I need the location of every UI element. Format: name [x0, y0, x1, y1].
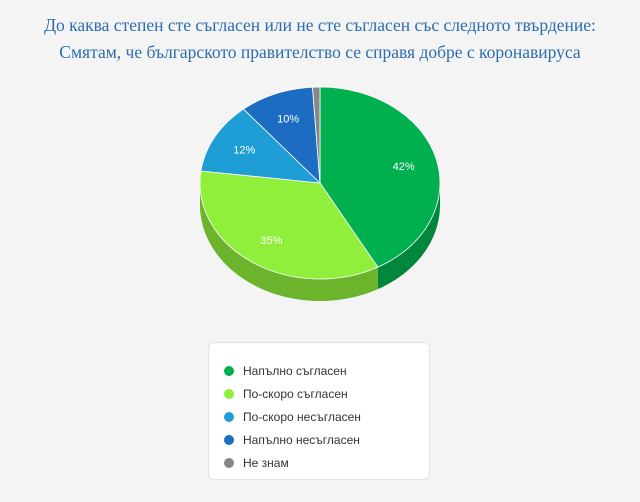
legend-label: По-скоро несъгласен: [243, 409, 361, 424]
legend-label: По-скоро съгласен: [243, 386, 348, 401]
pie-data-label: 12%: [233, 145, 255, 157]
legend-item[interactable]: Напълно несъгласен: [209, 429, 429, 452]
pie-data-label: 35%: [260, 235, 282, 247]
pie-slice: [200, 108, 322, 184]
legend-marker: [224, 411, 234, 422]
legend-item[interactable]: По-скоро несъгласен: [209, 405, 429, 428]
legend-marker: [224, 435, 234, 446]
legend-item[interactable]: Напълно съгласен: [209, 359, 429, 382]
pie-slice: [319, 86, 441, 268]
pie-side-group: [200, 183, 440, 301]
legend-label: Напълно несъгласен: [243, 433, 360, 448]
legend-marker: [224, 458, 234, 469]
pie-label-group: 42% 35% 12% 10%: [233, 114, 415, 247]
legend-item[interactable]: Не знам: [209, 452, 429, 475]
pie-data-label: 10%: [277, 114, 299, 126]
chart-title-line-2: Смятам, че българското правителство се с…: [59, 42, 581, 62]
chart-title: До каква степен сте съгласен или не сте …: [0, 12, 640, 66]
pie-top-group: [199, 86, 441, 280]
pie-chart: 42% 35% 12% 10%: [199, 86, 441, 301]
pie-slice: [199, 170, 379, 280]
pie-data-label: 42%: [393, 161, 415, 173]
pie-slice-side: [377, 183, 440, 290]
pie-slice-side: [200, 183, 378, 301]
chart-title-line-1: До каква степен сте съгласен или не сте …: [44, 15, 596, 35]
legend-item[interactable]: По-скоро съгласен: [209, 382, 429, 405]
legend-marker: [224, 365, 234, 376]
legend-label: Напълно съгласен: [243, 363, 347, 378]
pie-slice: [312, 86, 321, 184]
pie-slice: [242, 86, 321, 185]
chart-legend: Напълно съгласен По-скоро съгласен По-ск…: [208, 342, 430, 480]
legend-marker: [224, 388, 234, 399]
legend-label: Не знам: [243, 456, 289, 471]
